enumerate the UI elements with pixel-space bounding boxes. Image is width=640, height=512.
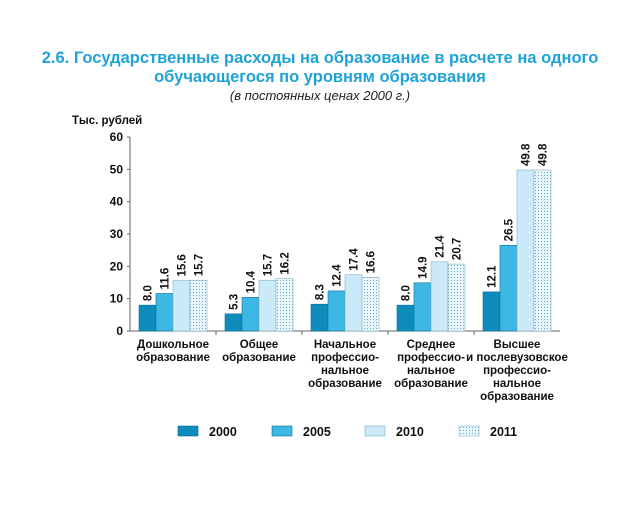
x-category-label-line: образование xyxy=(480,391,554,403)
x-category-label-line: и послевузовское xyxy=(466,352,568,364)
bar-value-label: 12.1 xyxy=(487,265,499,288)
bar-2011 xyxy=(361,277,380,332)
bar-2005 xyxy=(241,297,260,332)
y-tick-label: 30 xyxy=(110,227,124,241)
x-category-label-line: профессио- xyxy=(483,365,551,377)
bar-2011 xyxy=(275,278,294,332)
legend-swatch-2005 xyxy=(271,425,293,437)
bar-2000 xyxy=(310,303,329,332)
bar-value-label: 10.4 xyxy=(246,270,258,293)
y-tick-label: 60 xyxy=(110,130,124,144)
x-category-label: Начальное профессио-нальное образование xyxy=(308,339,382,390)
x-category-label-line: Начальное xyxy=(314,339,376,351)
bar-2000 xyxy=(396,304,415,332)
bar-value-label: 15.6 xyxy=(177,254,189,276)
legend-label-2000: 2000 xyxy=(209,425,237,439)
x-category-label-line: нальное xyxy=(407,365,455,377)
bar-value-label: 8.0 xyxy=(401,285,413,301)
bar-value-label: 26.5 xyxy=(504,218,516,241)
bar-2000 xyxy=(224,313,243,332)
bar-2011 xyxy=(447,263,466,332)
legend-swatch-2011 xyxy=(458,425,480,437)
bar-value-label: 12.4 xyxy=(332,264,344,287)
bar-value-label: 20.7 xyxy=(452,238,464,260)
bar-2010 xyxy=(430,261,449,332)
bar-2005 xyxy=(327,290,346,332)
x-category-label-line: Среднее xyxy=(407,339,456,351)
x-category-label-line: нальное xyxy=(493,378,541,390)
legend-label-2005: 2005 xyxy=(303,425,331,439)
bar-2005 xyxy=(155,293,174,332)
bar-2010 xyxy=(516,169,535,332)
legend-swatch-2000 xyxy=(177,425,199,437)
bar-value-label: 8.3 xyxy=(315,284,327,300)
x-category-label: Общее образование xyxy=(222,339,296,364)
y-tick-label: 10 xyxy=(110,292,124,306)
bar-value-label: 14.9 xyxy=(418,256,430,278)
bar-value-label: 21.4 xyxy=(435,235,447,258)
y-tick-label: 20 xyxy=(110,259,124,273)
x-category-label-line: профессио- xyxy=(397,352,465,364)
x-category-label-line: профессио- xyxy=(311,352,379,364)
legend-label-2011: 2011 xyxy=(490,425,517,439)
x-category-label-line: Общее xyxy=(240,339,279,351)
bar-value-label: 8.0 xyxy=(143,285,155,301)
x-category-label: Высшее и послевузовское профессио-нальное о… xyxy=(466,339,568,403)
legend-swatch-2010 xyxy=(364,425,386,437)
x-category-label-line: образование xyxy=(308,378,382,390)
legend-label-2010: 2010 xyxy=(396,425,424,439)
bar-value-label: 11.6 xyxy=(160,268,172,290)
bar-2011 xyxy=(533,169,552,332)
x-category-label: Дошкольное образование xyxy=(136,339,210,364)
y-tick-label: 0 xyxy=(116,324,123,338)
bar-value-label: 5.3 xyxy=(229,294,241,310)
x-category-label-line: образование xyxy=(394,378,468,390)
chart-title-line1: 2.6. Государственные расходы на образова… xyxy=(41,49,599,67)
x-category-label-line: нальное xyxy=(321,365,369,377)
x-category-label-line: Высшее xyxy=(494,339,541,351)
bar-2011 xyxy=(189,279,208,332)
bar-value-label: 49.8 xyxy=(538,143,550,166)
bar-2000 xyxy=(482,291,501,332)
bar-2010 xyxy=(258,279,277,332)
bar-value-label: 15.7 xyxy=(194,254,206,276)
bar-2010 xyxy=(172,280,191,332)
bar-2010 xyxy=(344,274,363,332)
x-category-label-line: образование xyxy=(136,352,210,364)
bar-2005 xyxy=(499,245,518,332)
bar-value-label: 17.4 xyxy=(349,248,361,271)
bar-2005 xyxy=(413,282,432,332)
bar-value-label: 16.2 xyxy=(280,252,292,274)
x-category-label-line: образование xyxy=(222,352,296,364)
y-tick-label: 50 xyxy=(110,162,124,176)
x-category-label-line: Дошкольное xyxy=(137,339,209,351)
bar-value-label: 49.8 xyxy=(521,143,533,166)
x-category-label: Среднее профессио-нальное образование xyxy=(394,339,468,390)
chart-title-line2: обучающегося по уровням образования xyxy=(154,68,486,86)
bar-value-label: 15.7 xyxy=(263,254,275,276)
bar-value-label: 16.6 xyxy=(366,251,378,273)
y-tick-label: 40 xyxy=(110,195,124,209)
chart-subtitle: (в постоянных ценах 2000 г.) xyxy=(229,88,411,103)
bar-2000 xyxy=(138,304,157,332)
y-axis-label: Тыс. рублей xyxy=(72,115,142,127)
